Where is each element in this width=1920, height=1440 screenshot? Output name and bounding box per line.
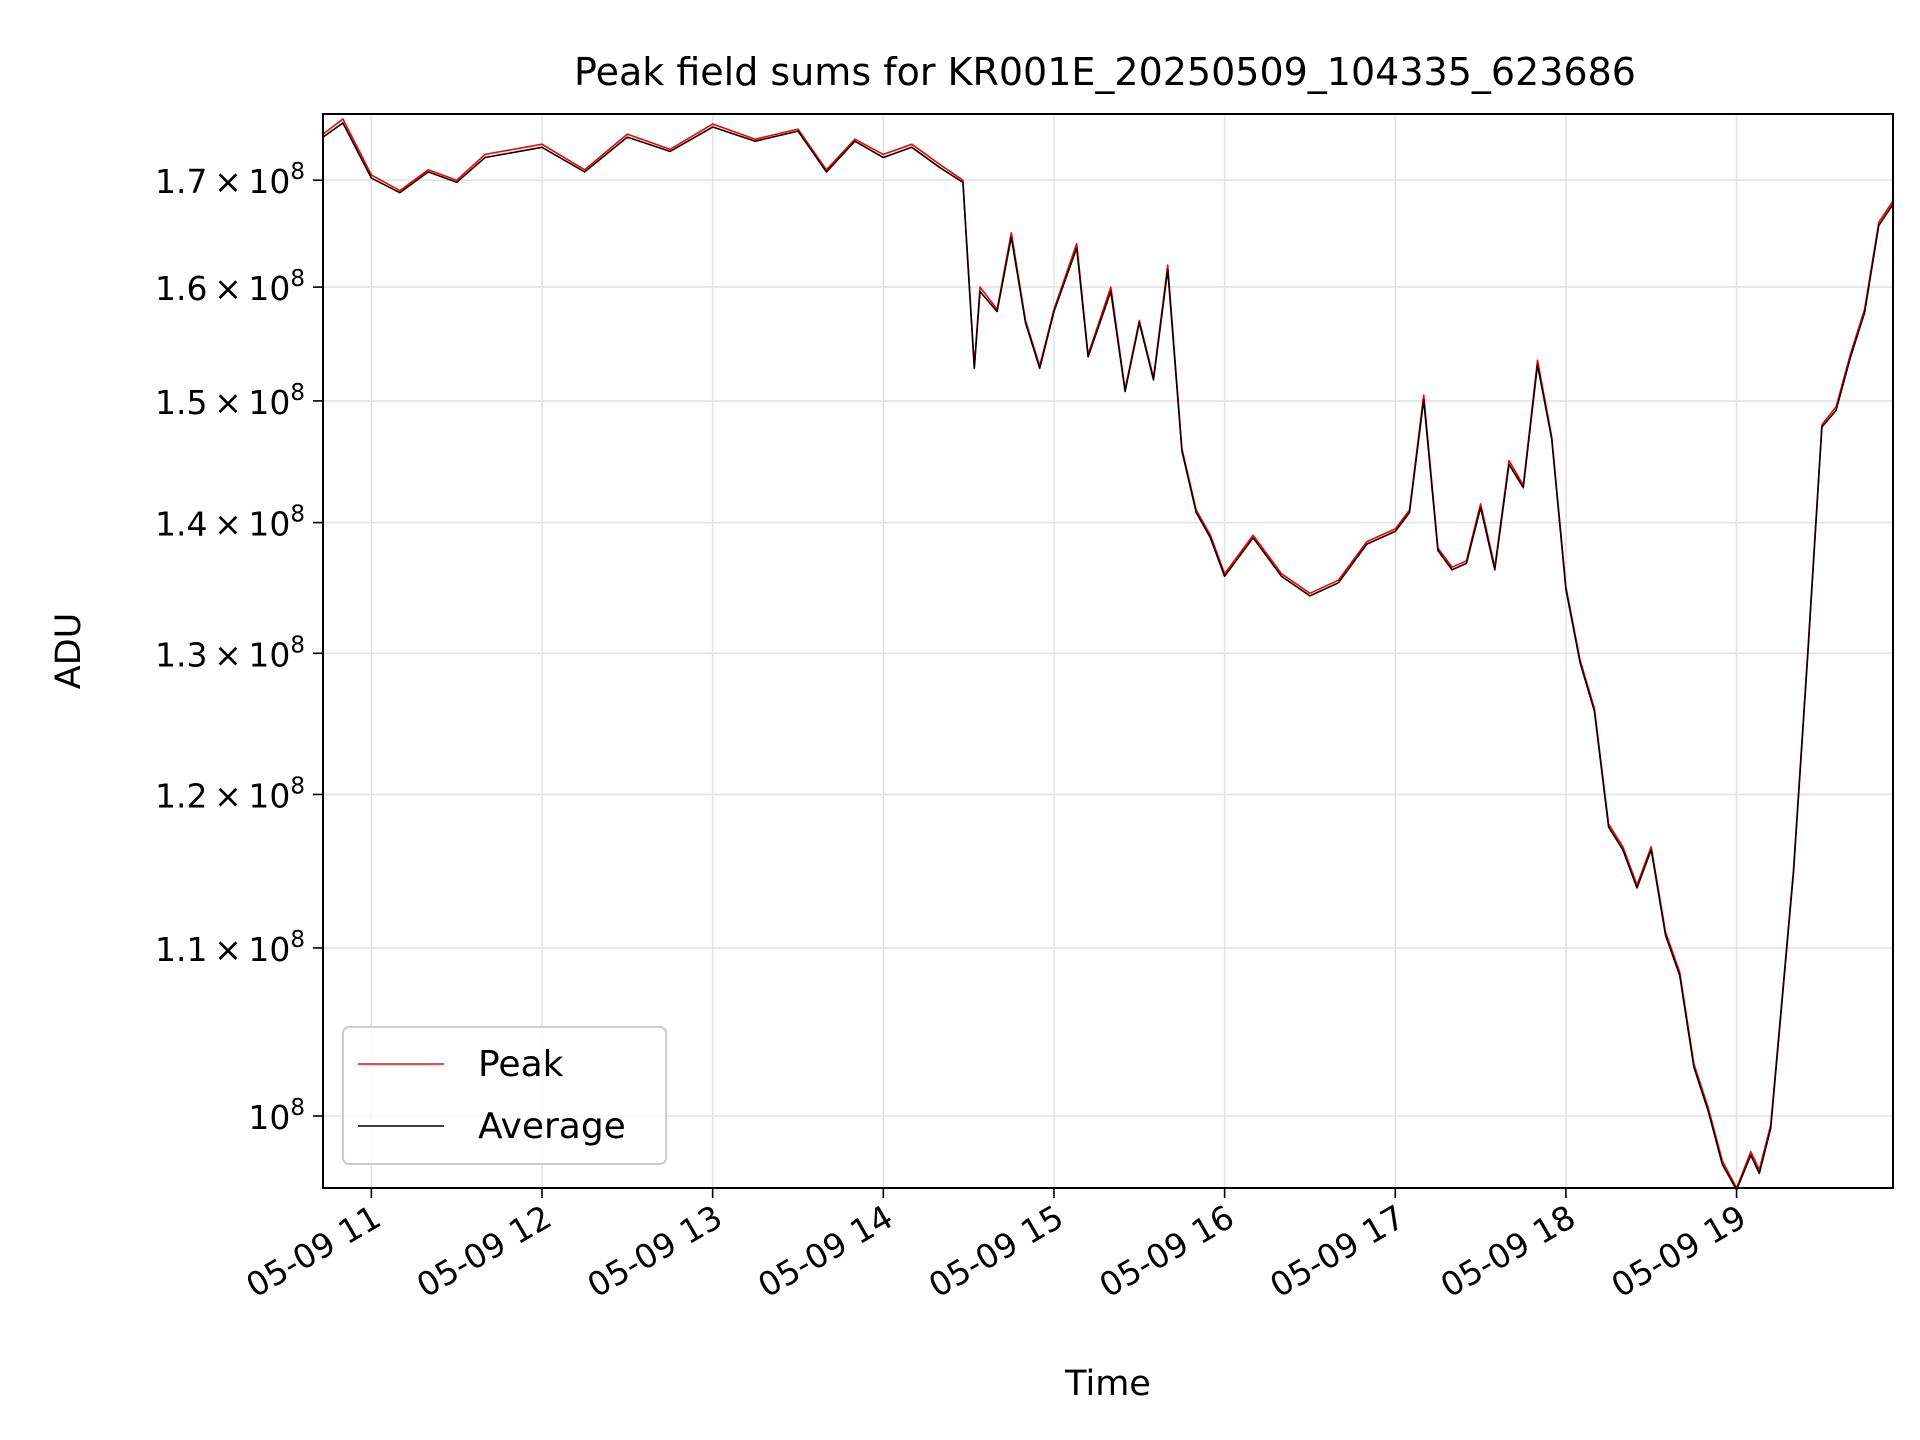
- legend-label-average: Average: [478, 1106, 626, 1147]
- y-axis-label: ADU: [49, 613, 89, 690]
- plot-frame: [322, 113, 1894, 1189]
- plot-lines: [322, 118, 1894, 1191]
- y-tick-label: 108: [248, 1095, 305, 1137]
- y-tick-label: 1.4 × 108: [155, 502, 305, 544]
- legend-label-peak: Peak: [478, 1044, 564, 1085]
- y-tick-label: 1.6 × 108: [155, 266, 305, 308]
- y-tick-label: 1.5 × 108: [155, 380, 305, 422]
- series-line-peak: [322, 118, 1894, 1189]
- series-line-average: [322, 122, 1894, 1191]
- legend-box: [342, 1026, 667, 1165]
- y-axis: 108 1.1 × 108 1.2 × 108 1.3 × 108 1.4 × 108 1…: [155, 159, 323, 1137]
- legend: Peak Average: [342, 1026, 667, 1165]
- x-axis-label: Time: [1064, 1364, 1151, 1404]
- y-tick-label: 1.2 × 108: [155, 773, 305, 815]
- grid: [323, 114, 1893, 1188]
- y-tick-label: 1.1 × 108: [155, 927, 305, 969]
- y-tick-label: 1.3 × 108: [155, 632, 305, 674]
- y-tick-label: 1.7 × 108: [155, 159, 305, 201]
- chart-title: Peak field sums for KR001E_20250509_1043…: [574, 50, 1636, 94]
